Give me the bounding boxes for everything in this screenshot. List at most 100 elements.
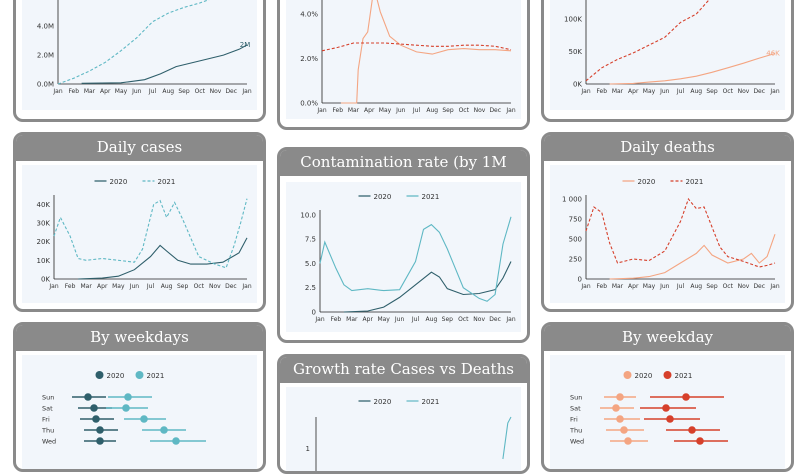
x-tick-label: Oct bbox=[459, 107, 470, 114]
x-tick-label: Jan bbox=[241, 88, 251, 95]
point-marker bbox=[122, 404, 130, 412]
plot-cumulative-deaths: 0K50K100K150KJanFebMarAprMayJunJulAugSep… bbox=[550, 0, 785, 110]
series-end-label: 46K bbox=[766, 50, 780, 58]
point-marker bbox=[160, 426, 168, 434]
x-tick-label: Dec bbox=[489, 316, 501, 323]
x-tick-label: Jan bbox=[580, 283, 590, 290]
x-tick-label: Jul bbox=[146, 283, 155, 290]
card-title: By weekday bbox=[544, 325, 791, 351]
y-tick-label: 2.0M bbox=[37, 52, 54, 60]
x-tick-label: Apr bbox=[100, 88, 111, 95]
y-tick-label: 0K bbox=[573, 81, 582, 89]
legend-marker bbox=[623, 371, 632, 379]
x-tick-label: Nov bbox=[210, 88, 222, 95]
x-tick-label: Apr bbox=[363, 316, 374, 323]
y-tick-label: 50K bbox=[569, 48, 583, 56]
point-marker bbox=[84, 393, 92, 401]
x-tick-label: Jul bbox=[148, 88, 157, 95]
x-tick-label: Feb bbox=[596, 88, 607, 95]
y-tick-label: 10.0 bbox=[300, 211, 316, 219]
x-tick-label: Oct bbox=[723, 88, 734, 95]
legend-marker bbox=[95, 371, 104, 379]
point-marker bbox=[666, 415, 674, 423]
x-tick-label: Sep bbox=[442, 316, 454, 323]
x-tick-label: May bbox=[643, 283, 656, 290]
series-line-2021 bbox=[319, 216, 512, 302]
legend-label: 2021 bbox=[147, 372, 165, 380]
x-tick-label: Nov bbox=[209, 283, 221, 290]
x-tick-label: Mar bbox=[612, 88, 624, 95]
point-marker bbox=[616, 393, 624, 401]
y-tick-label: 250 bbox=[569, 256, 582, 264]
x-tick-label: Sep bbox=[177, 283, 189, 290]
x-tick-label: Oct bbox=[194, 283, 205, 290]
x-tick-label: Feb bbox=[331, 316, 342, 323]
y-tick-label: 20K bbox=[37, 238, 51, 246]
legend-label: 2021 bbox=[422, 193, 440, 201]
x-tick-label: Dec bbox=[753, 283, 765, 290]
category-label: Wed bbox=[570, 438, 584, 446]
legend-label: 2020 bbox=[635, 372, 653, 380]
legend-marker bbox=[135, 371, 144, 379]
card-title: By weekdays bbox=[16, 325, 263, 351]
chart-growth: 2020 2021 1 bbox=[306, 398, 512, 471]
plot-daily-cases: 2020 2021 0K 10K 20K 30K 40K Jan Feb Mar Apr May Jun… bbox=[22, 165, 257, 303]
series-line-2021 bbox=[53, 198, 248, 269]
point-marker bbox=[688, 426, 696, 434]
point-marker bbox=[696, 437, 704, 445]
point-marker bbox=[96, 437, 104, 445]
x-tick-label: Dec bbox=[225, 283, 237, 290]
series-end-label: 2M bbox=[240, 41, 251, 49]
series-line-2021 bbox=[585, 0, 710, 82]
y-tick-label: 4.0M bbox=[37, 23, 54, 31]
point-marker bbox=[96, 426, 104, 434]
card-title: Growth rate Cases vs Deaths (log) bbox=[280, 357, 527, 402]
y-tick-label: 10K bbox=[37, 257, 51, 265]
card-title: Daily deaths bbox=[544, 135, 791, 161]
x-tick-label: Mar bbox=[612, 283, 624, 290]
point-marker bbox=[140, 415, 148, 423]
x-tick-label: Nov bbox=[738, 283, 750, 290]
chart-by-weekdays: 2020 2021 Sun Sat Fri Thu Wed bbox=[41, 371, 206, 446]
x-tick-label: May bbox=[115, 88, 128, 95]
plot-rate: 0.0% 2.0% 4.0% Jan Feb Mar Apr May Jun Jul Aug Sep O… bbox=[286, 0, 521, 119]
series-line-2021 bbox=[57, 0, 210, 85]
x-tick-label: Dec bbox=[489, 107, 501, 114]
chart-rate: 0.0% 2.0% 4.0% Jan Feb Mar Apr May Jun Jul Aug Sep O… bbox=[300, 0, 516, 114]
x-tick-label: Feb bbox=[596, 283, 607, 290]
x-tick-label: Aug bbox=[690, 88, 702, 95]
x-tick-label: Jan bbox=[316, 107, 326, 114]
series-line-2021 bbox=[585, 197, 776, 268]
point-marker bbox=[620, 426, 628, 434]
x-tick-label: Jan bbox=[505, 107, 515, 114]
category-label: Wed bbox=[42, 438, 56, 446]
legend-label: 2020 bbox=[638, 178, 656, 186]
card-contamination: Contamination rate (by 1M pop.) 2020 2021… bbox=[277, 147, 530, 343]
series-line-2020 bbox=[343, 261, 512, 313]
x-tick-label: Jul bbox=[676, 88, 685, 95]
legend-label: 2020 bbox=[374, 398, 392, 406]
point-marker bbox=[612, 404, 620, 412]
category-label: Sun bbox=[570, 394, 582, 402]
x-tick-label: Jan bbox=[769, 283, 779, 290]
x-tick-label: Nov bbox=[738, 88, 750, 95]
x-tick-label: Jun bbox=[394, 316, 405, 323]
y-tick-label: 0K bbox=[41, 276, 50, 284]
x-tick-label: Oct bbox=[195, 88, 206, 95]
legend-label: 2021 bbox=[158, 178, 176, 186]
point-marker bbox=[124, 393, 132, 401]
plot-contamination: 2020 2021 0 2.5 5.0 7.5 10.0 Jan Feb Mar Apr May Jun… bbox=[286, 182, 521, 332]
y-tick-label: 500 bbox=[569, 236, 582, 244]
x-tick-label: Aug bbox=[161, 283, 173, 290]
x-tick-label: Apr bbox=[97, 283, 108, 290]
x-tick-label: Aug bbox=[162, 88, 174, 95]
x-tick-label: Jun bbox=[129, 283, 140, 290]
x-tick-label: May bbox=[379, 107, 392, 114]
card-rate: 0.0% 2.0% 4.0% Jan Feb Mar Apr May Jun Jul Aug Sep O… bbox=[277, 0, 530, 130]
x-tick-label: Jan bbox=[580, 88, 590, 95]
x-tick-label: Sep bbox=[706, 88, 718, 95]
category-label: Sat bbox=[42, 405, 53, 413]
x-tick-label: Jan bbox=[505, 316, 515, 323]
